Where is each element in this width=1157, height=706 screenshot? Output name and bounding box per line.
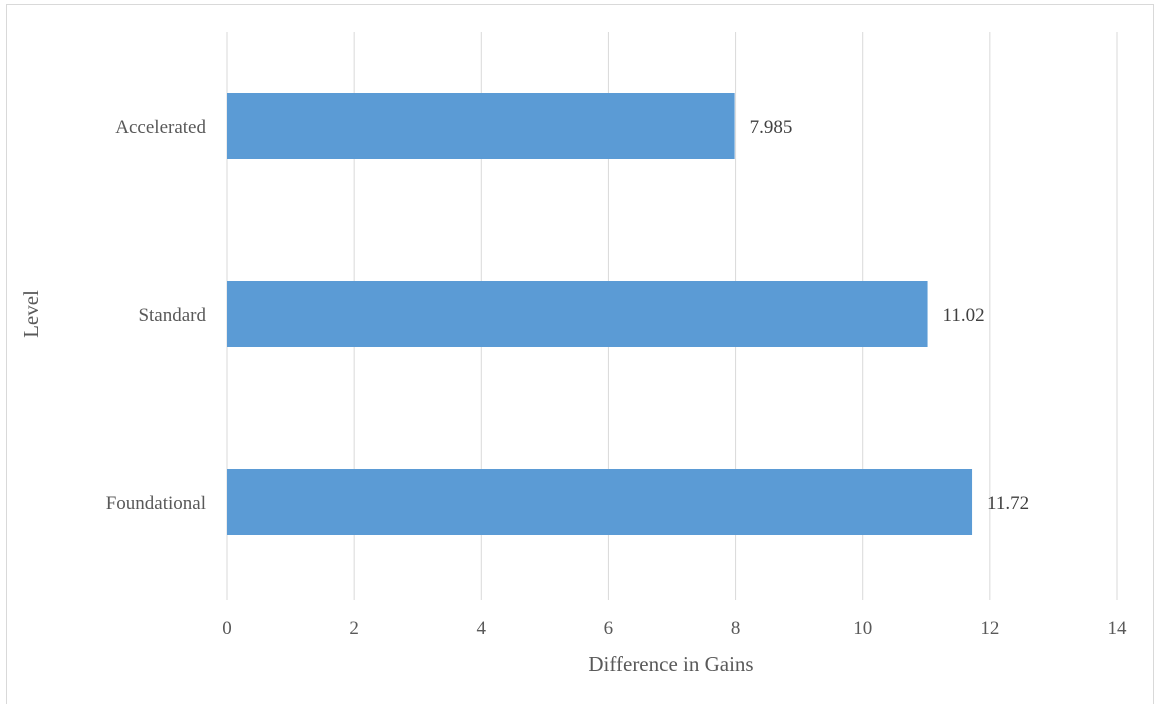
category-label: Accelerated xyxy=(115,117,206,138)
x-tick-label: 14 xyxy=(1108,618,1128,639)
x-tick-label: 0 xyxy=(222,618,232,639)
x-tick-label: 6 xyxy=(604,618,614,639)
chart-area xyxy=(6,4,1154,704)
x-tick-label: 4 xyxy=(477,618,487,639)
labels: 0 2 4 6 8 10 12 14 Accelerated 7.985 Standard 11.02… xyxy=(106,117,1127,639)
y-axis-title: Level xyxy=(19,290,43,338)
data-label: 7.985 xyxy=(750,117,793,138)
x-axis-title: Difference in Gains xyxy=(588,652,753,676)
x-tick-label: 2 xyxy=(349,618,359,639)
bar-accelerated xyxy=(227,93,735,159)
x-tick-label: 10 xyxy=(853,618,872,639)
bar-standard xyxy=(227,281,928,347)
data-label: 11.02 xyxy=(943,305,985,326)
bars xyxy=(227,93,973,535)
category-label: Standard xyxy=(138,305,206,326)
data-label: 11.72 xyxy=(987,493,1029,514)
category-label: Foundational xyxy=(106,493,206,514)
x-tick-label: 12 xyxy=(980,618,999,639)
x-tick-label: 8 xyxy=(731,618,741,639)
bar-foundational xyxy=(227,469,973,535)
